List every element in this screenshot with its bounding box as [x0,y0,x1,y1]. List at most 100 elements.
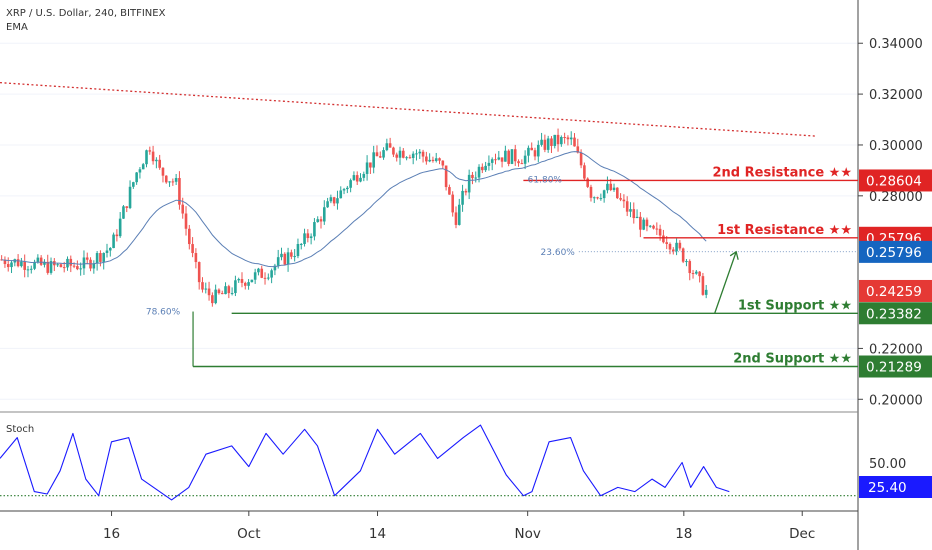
candle-body [92,263,96,269]
candle-body [309,236,313,239]
candle-body [662,235,665,243]
candle-body [504,150,507,162]
candle-body [352,175,356,181]
candle-body [563,136,566,138]
candle-body [115,234,119,237]
trendline-layer [0,82,816,137]
candle-body [431,159,435,161]
candle-body [197,262,201,283]
candle-body [158,159,161,168]
stoch-value-text: 25.40 [868,480,907,496]
time-tick-label: Dec [789,526,815,542]
candle-body [76,266,79,270]
candle-body [29,268,33,270]
price-tick-label: 0.34000 [869,37,923,52]
candle-body [168,181,171,183]
candle-body [507,150,510,164]
candle-body [49,261,53,273]
candle-body [207,288,211,296]
candle-body [270,270,273,278]
ema-layer [1,151,707,268]
candle-body [602,190,606,199]
candle-body [484,165,487,171]
candle-body [685,261,688,263]
candle-body [586,178,589,187]
candle-body [477,166,481,178]
candle-body [23,261,26,270]
candle-body [658,228,662,236]
level-tag-text-2: 0.23382 [866,306,922,322]
candle-body [625,201,629,212]
candle-body [474,177,478,179]
fib-label-0: 61.80% [528,175,563,185]
candle-body [566,137,570,140]
candle-body [704,289,708,295]
candle-body [464,190,468,193]
trendline [0,82,816,137]
price-tick-label: 0.20000 [869,393,923,408]
candle-body [243,282,247,286]
candle-body [369,162,372,168]
candle-body [596,197,599,199]
stoch-label: Stoch [6,424,35,435]
candles-layer [0,128,708,307]
candle-body [415,153,418,155]
time-axis[interactable]: 16 Oct 14 Nov 18 Dec [103,511,815,542]
candle-body [253,272,257,280]
candle-body [639,216,642,230]
candle-body [247,282,250,286]
level-tag-text-3: 0.21289 [866,360,922,376]
candle-body [102,253,106,262]
candle-body [33,261,36,269]
candle-body [454,212,458,225]
candle-body [573,137,576,147]
time-tick-label: 14 [369,526,386,542]
candle-body [276,257,280,266]
candle-body [59,264,63,268]
candle-body [645,219,649,227]
candle-body [457,204,461,225]
candle-body [520,163,524,165]
level-tag-2 [859,302,932,325]
chart-grid [0,42,858,400]
time-tick-label: 16 [103,526,120,542]
candle-body [145,150,148,165]
price-tick-label: 0.32000 [869,88,923,103]
level-label-1: 1st Resistance ★★ [717,223,852,238]
candle-body [230,293,234,295]
candle-body [451,194,454,213]
candle-body [494,159,497,161]
candle-body [342,189,346,191]
candle-body [622,199,626,202]
time-tick-label: 18 [675,526,692,542]
ema-line [1,151,707,268]
candle-body [211,295,214,304]
price-axis[interactable]: 0.34000 0.32000 0.30000 0.28000 0.22000 0.200… [858,37,923,408]
candle-body [388,143,392,148]
candle-body [392,147,395,155]
current-price-tag [859,279,932,302]
candle-body [560,136,563,145]
candle-body [322,207,326,222]
candle-body [365,162,369,174]
candle-body [161,167,165,176]
candle-body [434,158,438,161]
candle-body [56,264,59,266]
candle-body [405,157,408,159]
candle-body [695,271,698,274]
candle-body [513,149,517,162]
candle-body [500,157,504,162]
candle-body [267,277,270,279]
candle-body [316,219,320,223]
candle-body [438,158,441,161]
candle-body [174,178,178,182]
candle-body [336,198,339,204]
candle-body [382,150,385,158]
candle-body [408,157,412,159]
candle-body [85,257,89,260]
candle-body [461,190,464,205]
candle-body [290,252,293,257]
candle-body [448,187,451,195]
candle-body [444,165,448,188]
